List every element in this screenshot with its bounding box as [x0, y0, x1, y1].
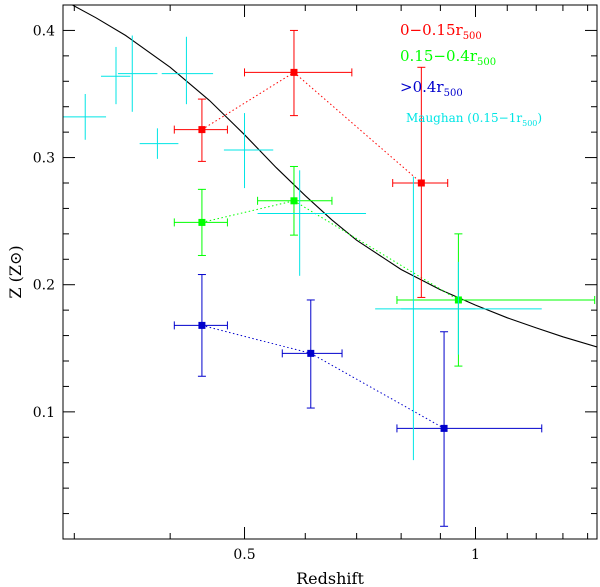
series-1-marker [290, 68, 298, 76]
connector-layer [201, 71, 459, 429]
series-4-point-5 [161, 36, 214, 105]
y-tick-label: 0.1 [33, 405, 55, 421]
series-4-point-9 [401, 261, 542, 355]
legend-entry-subscript: 500 [444, 88, 463, 99]
series-4-point-4 [139, 128, 179, 159]
series-2-point-2 [257, 165, 333, 236]
legend-entry-subscript: 500 [463, 31, 482, 42]
y-tick-label: 0.2 [33, 278, 55, 294]
series-3-point-1 [173, 274, 228, 377]
series-4-point-3 [117, 35, 158, 112]
model-curve-layer [71, 5, 597, 348]
x-axis-title: Redshift [296, 569, 364, 587]
points-layer [63, 29, 596, 527]
y-tick-label: 0.4 [33, 23, 55, 39]
series-1-marker [417, 179, 425, 187]
model-curve-line [71, 5, 597, 348]
plot-frame [62, 4, 598, 540]
series-1-marker [198, 126, 206, 134]
legend-entry-subscript: 500 [522, 119, 537, 128]
series-1-point-2 [244, 29, 353, 117]
x-tick-label: 1 [471, 547, 480, 563]
series-3-connector [201, 324, 311, 354]
legend-entry-4: Maughan (0.15−1r500) [406, 111, 542, 128]
legend-entry-label: 0.15−0.4r [400, 47, 478, 65]
series-2-point-1 [173, 188, 228, 256]
series-3-marker [198, 321, 206, 329]
series-3-point-2 [281, 299, 343, 409]
series-3-connector [310, 352, 445, 429]
legend-entry-label: 0−0.15r [400, 21, 464, 39]
axes-layer: 0.1 0.2 0.3 0.4 0.5 1 Redshift Z (Z⊙) [6, 4, 598, 587]
series-4-point-6 [223, 113, 274, 189]
series-4-point-7 [257, 170, 367, 276]
series-3-point-3 [396, 331, 543, 527]
series-1-point-3 [392, 66, 449, 298]
series-2-connector [293, 200, 459, 301]
legend-entry-2: 0.15−0.4r500 [400, 47, 496, 68]
series-4-point-2 [100, 46, 131, 105]
series-2-marker [198, 218, 206, 226]
y-axis-title: Z (Z⊙) [6, 245, 25, 298]
series-2-marker [290, 197, 298, 205]
series-3-marker [307, 349, 315, 357]
legend-entry-tail: ) [537, 111, 542, 125]
legend-entry-subscript: 500 [477, 57, 496, 68]
y-tick-label: 0.3 [33, 151, 55, 167]
series-3-marker [440, 424, 448, 432]
x-tick-label: 0.5 [233, 547, 255, 563]
legend-entry-label: >0.4r [400, 78, 444, 96]
legend-entry-3: >0.4r500 [400, 78, 463, 99]
legend-entry-1: 0−0.15r500 [400, 21, 482, 42]
series-4-point-1 [63, 94, 107, 140]
series-1-connector [293, 72, 422, 184]
legend-entry-label: Maughan (0.15−1r [406, 111, 522, 125]
series-1-point-1 [173, 98, 228, 162]
